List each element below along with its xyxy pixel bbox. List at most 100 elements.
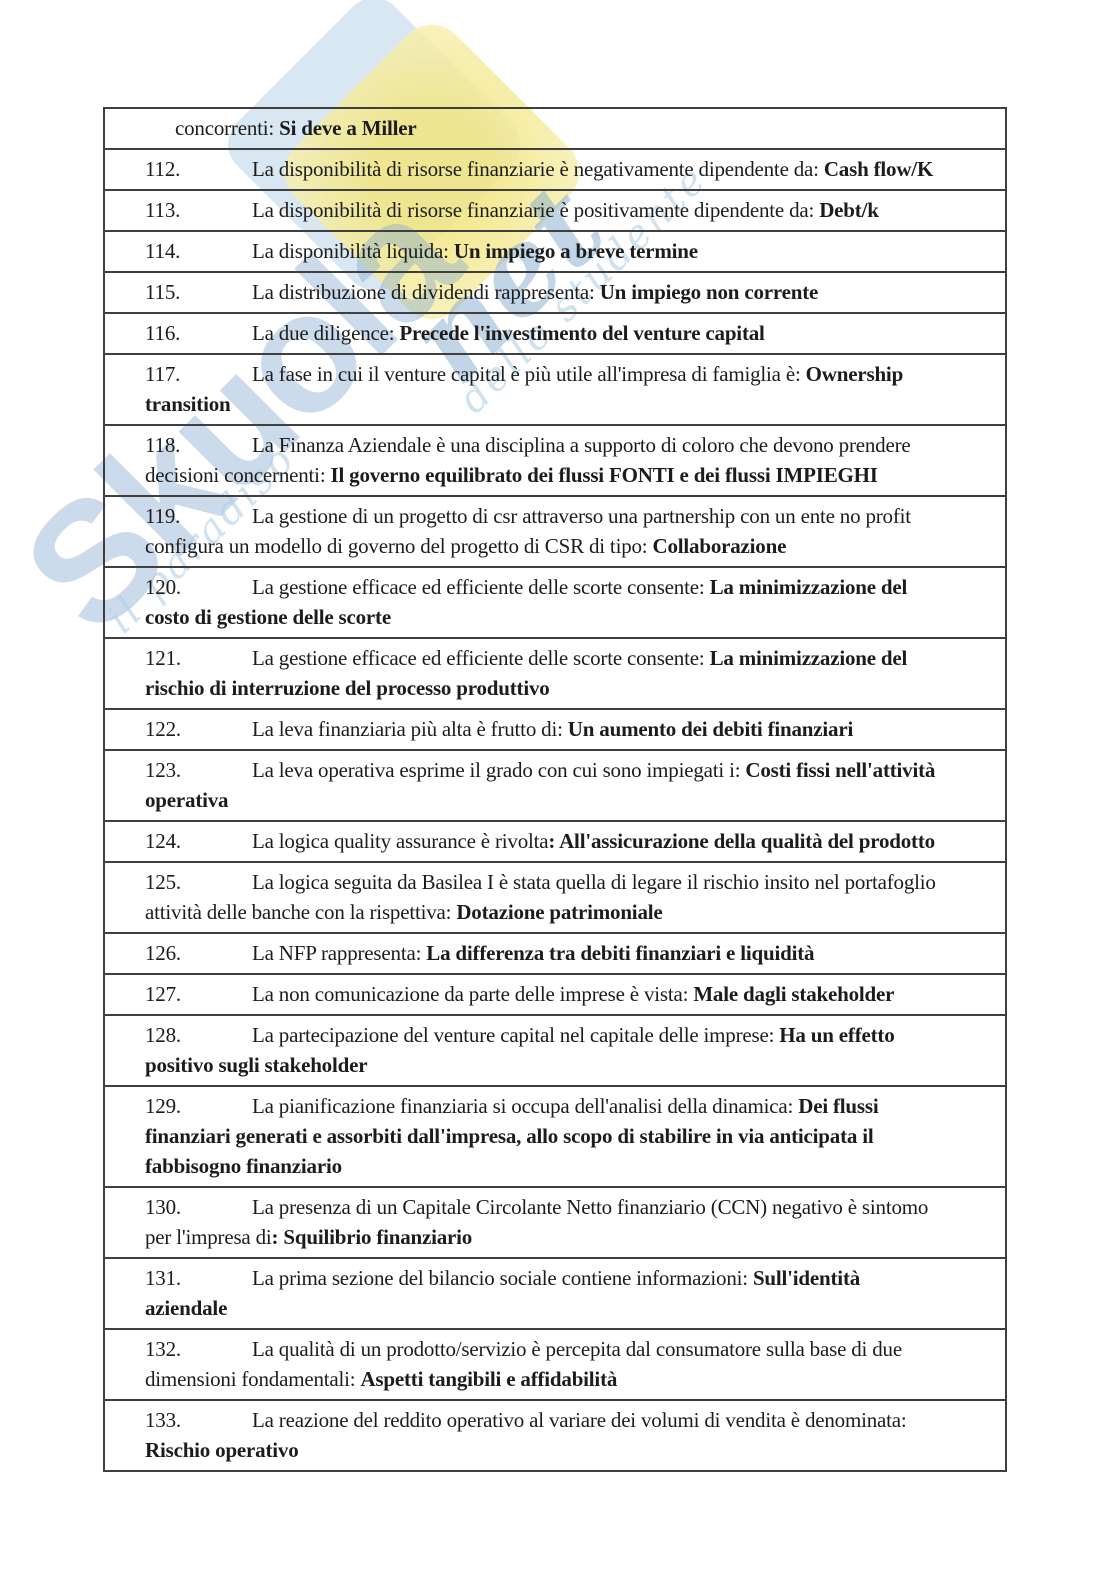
question-line: 126. La NFP rappresenta: La differenza tr…	[145, 938, 991, 968]
question-number: 125.	[145, 870, 181, 894]
question-line: 132. La qualità di un prodotto/servizio è…	[145, 1334, 991, 1364]
answer-text: operativa	[145, 788, 229, 812]
question-text: La partecipazione del venture capital ne…	[252, 1023, 780, 1047]
question-number: 130.	[145, 1195, 181, 1219]
question-line: 127. La non comunicazione da parte delle …	[145, 979, 991, 1009]
question-line: attività delle banche con la rispettiva:…	[145, 897, 991, 927]
question-number: 129.	[145, 1094, 181, 1118]
answer-text: Debt/k	[819, 198, 879, 222]
question-number: 124.	[145, 829, 181, 853]
answer-text: La minimizzazione del	[709, 575, 908, 599]
question-number: 116.	[145, 321, 181, 345]
question-line: 131. La prima sezione del bilancio social…	[145, 1263, 991, 1293]
answer-text: aziendale	[145, 1296, 228, 1320]
question-number: 119.	[145, 504, 181, 528]
question-number: 128.	[145, 1023, 181, 1047]
question-text: La disponibilità di risorse finanziarie …	[252, 198, 820, 222]
question-line: aziendale	[145, 1293, 991, 1323]
answer-text: : Squilibrio finanziario	[271, 1225, 473, 1249]
question-line: 115. La distribuzione di dividendi rappre…	[145, 277, 991, 307]
table-row: 130. La presenza di un Capitale Circolant…	[105, 1188, 1005, 1259]
question-number: 127.	[145, 982, 181, 1006]
table-row: 132. La qualità di un prodotto/servizio è…	[105, 1330, 1005, 1401]
answer-text: Il governo equilibrato dei flussi FONTI …	[330, 463, 878, 487]
question-line: 114. La disponibilità liquida: Un impiego…	[145, 236, 991, 266]
table-row: 114. La disponibilità liquida: Un impiego…	[105, 232, 1005, 273]
answer-text: finanziari generati e assorbiti dall'imp…	[145, 1124, 874, 1148]
question-line: costo di gestione delle scorte	[145, 602, 991, 632]
question-text: La prima sezione del bilancio sociale co…	[252, 1266, 753, 1290]
question-line: Rischio operativo	[145, 1435, 991, 1465]
question-text: La pianificazione finanziaria si occupa …	[252, 1094, 799, 1118]
question-number: 114.	[145, 239, 181, 263]
question-line: per l'impresa di: Squilibrio finanziario	[145, 1222, 991, 1252]
question-text: La fase in cui il venture capital è più …	[252, 362, 806, 386]
question-line: 119. La gestione di un progetto di csr at…	[145, 501, 991, 531]
question-number: 123.	[145, 758, 181, 782]
question-line: 124. La logica quality assurance è rivolt…	[145, 826, 991, 856]
question-text: La gestione di un progetto di csr attrav…	[252, 504, 911, 528]
table-row: 118. La Finanza Aziendale è una disciplin…	[105, 426, 1005, 497]
answer-text: Un impiego a breve termine	[453, 239, 698, 263]
table-row: 115. La distribuzione di dividendi rappre…	[105, 273, 1005, 314]
table-row: 128. La partecipazione del venture capita…	[105, 1016, 1005, 1087]
question-number: 113.	[145, 198, 181, 222]
question-line: finanziari generati e assorbiti dall'imp…	[145, 1121, 991, 1151]
question-text: La distribuzione di dividendi rappresent…	[252, 280, 600, 304]
table-row: 133. La reazione del reddito operativo al…	[105, 1401, 1005, 1470]
answer-text: Ownership	[805, 362, 904, 386]
table-row: 124. La logica quality assurance è rivolt…	[105, 822, 1005, 863]
answer-text: Costi fissi nell'attività	[745, 758, 936, 782]
question-text: La leva operativa esprime il grado con c…	[252, 758, 746, 782]
answer-text: Si deve a Miller	[279, 116, 417, 140]
question-line: concorrenti: Si deve a Miller	[175, 113, 991, 143]
table-row: 122. La leva finanziaria più alta è frutt…	[105, 710, 1005, 751]
question-text: configura un modello di governo del prog…	[145, 534, 653, 558]
answer-text: La differenza tra debiti finanziari e li…	[426, 941, 815, 965]
answer-text: fabbisogno finanziario	[145, 1154, 342, 1178]
question-text: La logica quality assurance è rivolta	[252, 829, 549, 853]
answer-text: Dei flussi	[798, 1094, 879, 1118]
table-row: 112. La disponibilità di risorse finanzia…	[105, 150, 1005, 191]
question-line: fabbisogno finanziario	[145, 1151, 991, 1181]
answer-text: Cash flow/K	[823, 157, 934, 181]
answer-text: Ha un effetto	[779, 1023, 895, 1047]
question-text: La NFP rappresenta:	[252, 941, 427, 965]
question-text: La disponibilità liquida:	[252, 239, 454, 263]
answer-text: Aspetti tangibili e affidabilità	[360, 1367, 618, 1391]
table-row: 123. La leva operativa esprime il grado c…	[105, 751, 1005, 822]
question-line: 113. La disponibilità di risorse finanzia…	[145, 195, 991, 225]
table-row: 127. La non comunicazione da parte delle …	[105, 975, 1005, 1016]
question-text: La reazione del reddito operativo al var…	[252, 1408, 907, 1432]
question-text: La qualità di un prodotto/servizio è per…	[252, 1337, 902, 1361]
question-number: 117.	[145, 362, 181, 386]
answer-text: Rischio operativo	[145, 1438, 299, 1462]
table-row: 119. La gestione di un progetto di csr at…	[105, 497, 1005, 568]
answer-text: Sull'identità	[752, 1266, 861, 1290]
question-line: 112. La disponibilità di risorse finanzia…	[145, 154, 991, 184]
answer-text: costo di gestione delle scorte	[145, 605, 391, 629]
question-line: operativa	[145, 785, 991, 815]
question-text: La non comunicazione da parte delle impr…	[252, 982, 694, 1006]
table-row: 125. La logica seguita da Basilea I è sta…	[105, 863, 1005, 934]
question-number: 115.	[145, 280, 181, 304]
question-line: rischio di interruzione del processo pro…	[145, 673, 991, 703]
question-text: La Finanza Aziendale è una disciplina a …	[252, 433, 911, 457]
question-line: 128. La partecipazione del venture capita…	[145, 1020, 991, 1050]
question-line: 123. La leva operativa esprime il grado c…	[145, 755, 991, 785]
question-line: 120. La gestione efficace ed efficiente d…	[145, 572, 991, 602]
question-number: 132.	[145, 1337, 181, 1361]
question-line: 129. La pianificazione finanziaria si occ…	[145, 1091, 991, 1121]
answer-text: Precede l'investimento del venture capit…	[399, 321, 765, 345]
question-line: dimensioni fondamentali: Aspetti tangibi…	[145, 1364, 991, 1394]
question-text: decisioni concernenti:	[145, 463, 331, 487]
question-line: 118. La Finanza Aziendale è una disciplin…	[145, 430, 991, 460]
question-line: 116. La due diligence: Precede l'investim…	[145, 318, 991, 348]
table-row: 121. La gestione efficace ed efficiente d…	[105, 639, 1005, 710]
question-number: 133.	[145, 1408, 181, 1432]
question-number: 120.	[145, 575, 181, 599]
question-text: La logica seguita da Basilea I è stata q…	[252, 870, 936, 894]
answer-text: : All'assicurazione della qualità del pr…	[548, 829, 935, 853]
question-line: 122. La leva finanziaria più alta è frutt…	[145, 714, 991, 744]
